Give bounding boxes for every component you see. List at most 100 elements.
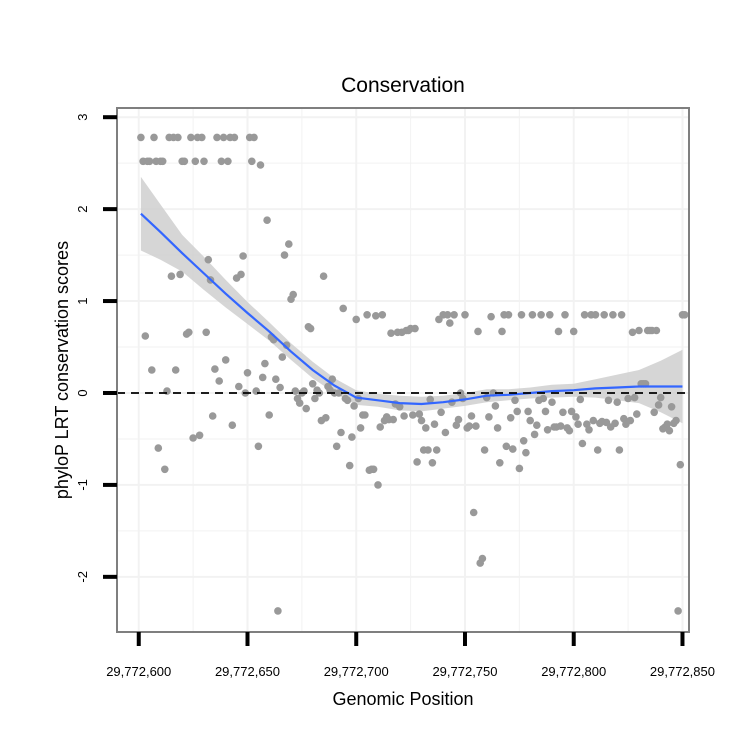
x-axis-label: Genomic Position: [332, 689, 473, 709]
data-point: [261, 359, 269, 368]
y-tick-label: 1: [75, 297, 90, 304]
data-point: [235, 382, 243, 391]
data-point: [450, 311, 458, 319]
data-point: [148, 366, 156, 374]
data-point: [591, 311, 600, 319]
data-point: [400, 412, 408, 420]
data-point: [502, 442, 511, 451]
data-point: [604, 396, 613, 405]
data-point: [480, 446, 489, 454]
data-point: [565, 426, 574, 435]
data-point: [228, 421, 237, 430]
data-point: [454, 415, 463, 424]
data-point: [311, 394, 319, 403]
data-point: [145, 157, 154, 166]
y-tick-label: -2: [75, 571, 90, 583]
data-point: [474, 327, 482, 336]
data-point: [422, 424, 430, 432]
data-point: [230, 133, 239, 142]
data-point: [533, 421, 541, 430]
data-point: [285, 240, 293, 248]
data-point: [654, 401, 663, 409]
data-point: [415, 410, 424, 418]
data-point: [519, 437, 528, 445]
data-point: [243, 369, 252, 377]
data-point: [221, 356, 230, 364]
data-point: [672, 416, 680, 425]
data-point: [652, 326, 661, 335]
data-point: [263, 216, 271, 224]
data-point: [496, 459, 504, 467]
y-axis: -2 -1 0 1 2 3: [75, 114, 117, 583]
data-point: [665, 426, 674, 435]
x-tick-label: 29,772,750: [432, 664, 497, 679]
x-tick-label: 29,772,700: [324, 664, 389, 679]
data-point: [215, 377, 223, 385]
data-point: [526, 416, 534, 425]
data-point: [628, 328, 637, 337]
y-axis-label: phyloP LRT conservation scores: [52, 241, 72, 499]
data-point: [593, 446, 602, 454]
data-point: [461, 311, 469, 319]
data-point: [217, 157, 226, 166]
data-point: [561, 311, 569, 319]
data-point: [635, 326, 643, 335]
data-point: [345, 461, 354, 470]
data-point: [150, 133, 158, 142]
data-point: [171, 366, 180, 374]
data-point: [180, 157, 189, 166]
data-point: [530, 430, 539, 439]
data-point: [626, 416, 635, 425]
data-point: [167, 272, 176, 281]
data-point: [572, 413, 580, 421]
data-point: [569, 327, 578, 336]
data-point: [189, 434, 197, 442]
data-point: [200, 157, 208, 166]
data-point: [630, 393, 639, 402]
data-point: [291, 387, 300, 395]
data-point: [411, 324, 419, 333]
data-point: [624, 394, 632, 403]
data-point: [469, 508, 478, 517]
data-point: [441, 428, 450, 437]
data-point: [576, 395, 585, 404]
data-point: [567, 407, 576, 416]
data-point: [265, 411, 274, 419]
data-point: [491, 402, 500, 410]
data-point: [332, 442, 341, 451]
data-point: [432, 446, 441, 454]
data-points: [137, 133, 689, 615]
grid-lines: [117, 108, 689, 632]
data-point: [585, 426, 593, 434]
data-point: [239, 252, 247, 260]
data-point: [343, 396, 352, 405]
data-point: [369, 465, 378, 474]
data-point: [574, 420, 582, 429]
chart-title: Conservation: [341, 74, 465, 97]
data-point: [548, 398, 556, 407]
data-point: [667, 403, 676, 411]
data-point: [546, 311, 554, 319]
smooth-line: [140, 212, 683, 406]
data-point: [493, 424, 502, 432]
data-point: [633, 410, 641, 418]
data-point: [524, 407, 532, 416]
data-point: [187, 133, 195, 142]
x-tick-label: 29,772,800: [541, 664, 606, 679]
data-point: [176, 270, 184, 279]
data-point: [208, 412, 217, 420]
data-point: [306, 324, 315, 333]
data-point: [650, 408, 658, 417]
data-point: [613, 398, 621, 407]
data-point: [211, 365, 219, 373]
data-point: [506, 414, 515, 422]
data-point: [541, 407, 550, 416]
data-point: [537, 311, 545, 319]
data-point: [617, 311, 626, 319]
data-point: [272, 375, 280, 384]
data-point: [417, 416, 426, 425]
data-point: [395, 403, 404, 411]
data-point: [158, 157, 167, 166]
data-point: [472, 422, 480, 430]
